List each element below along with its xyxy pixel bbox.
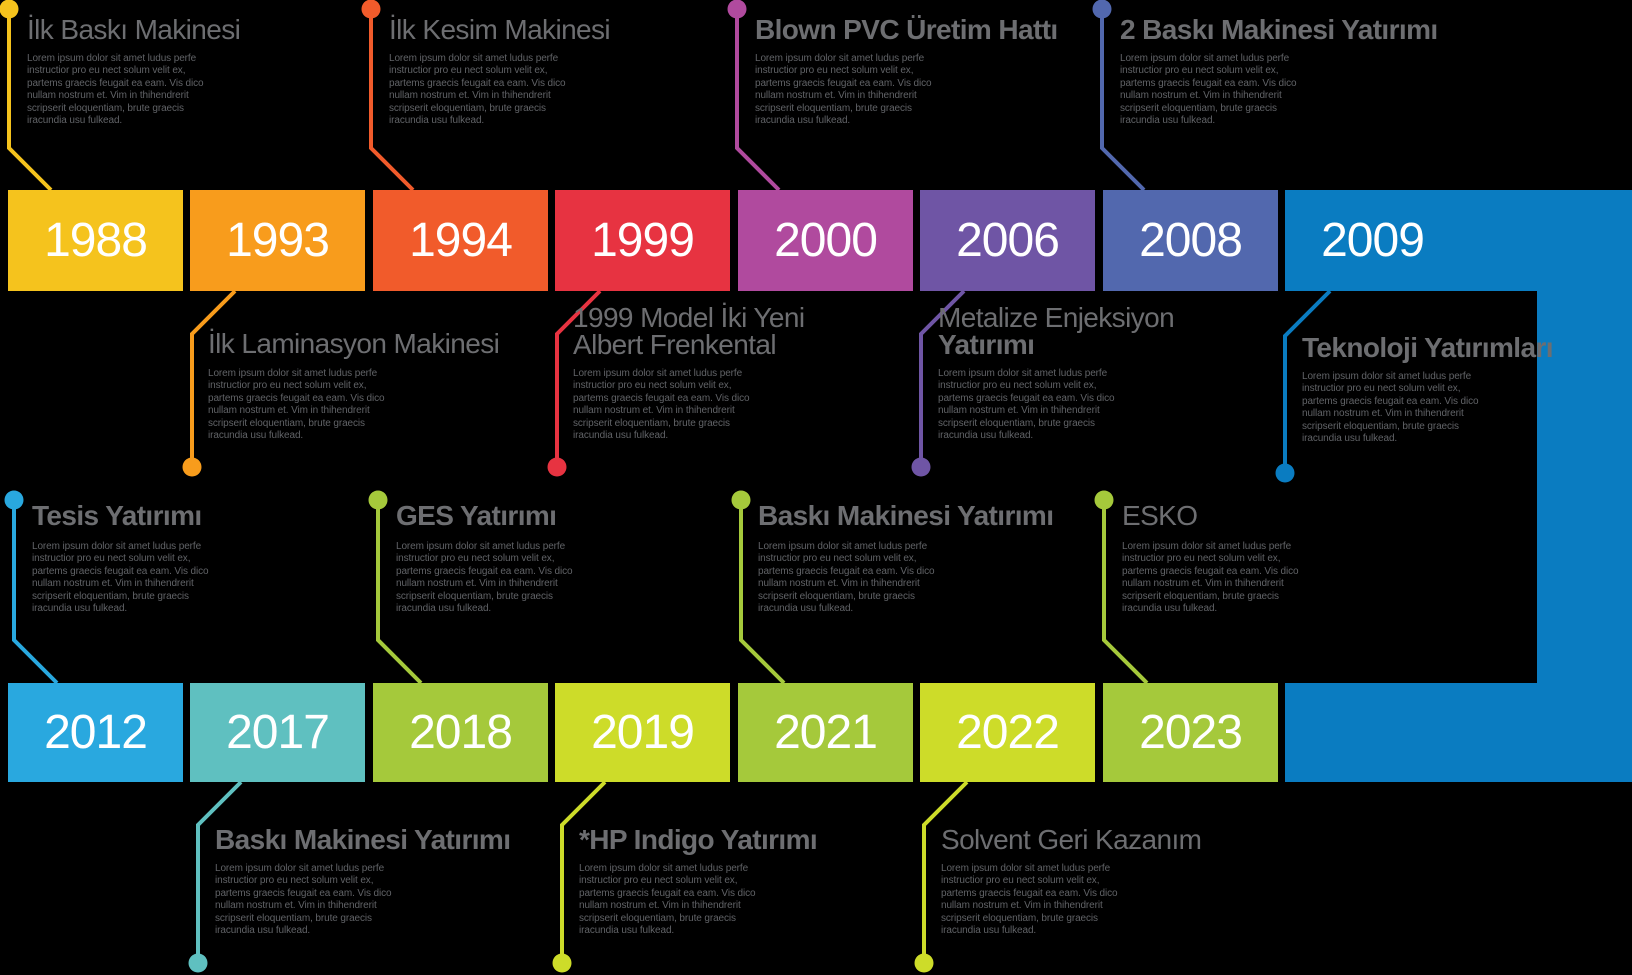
year-block-2012: 2012	[8, 683, 183, 782]
milestone-title-2006-line2: Yatırımı	[938, 329, 1035, 360]
year-block-2019: 2019	[555, 683, 730, 782]
milestone-body-2006: Lorem ipsum dolor sit amet ludus perfe i…	[938, 368, 1115, 442]
milestone-title-2008: 2 Baskı Makinesi Yatırımı	[1120, 14, 1438, 45]
milestone-title-1999-line2: Albert Frenkental	[573, 329, 777, 360]
dot-2017	[188, 953, 208, 973]
milestone-title-1993: İlk Laminasyon Makinesi	[208, 328, 500, 359]
dot-2023	[1094, 490, 1114, 510]
dot-1999	[547, 457, 567, 477]
milestone-title-2012: Tesis Yatırımı	[32, 500, 202, 531]
year-label-1999: 1999	[591, 213, 695, 267]
milestone-title-2000: Blown PVC Üretim Hattı	[755, 14, 1058, 45]
year-block-2017: 2017	[190, 683, 365, 782]
year-label-2022: 2022	[956, 705, 1060, 759]
year-label-2008: 2008	[1139, 213, 1243, 267]
dot-2019	[552, 953, 572, 973]
year-label-1994: 1994	[409, 213, 513, 267]
dot-2006	[911, 457, 931, 477]
year-label-1993: 1993	[226, 213, 330, 267]
year-label-1988: 1988	[44, 213, 148, 267]
milestone-title-2006-line1: Metalize Enjeksiyon	[938, 302, 1175, 333]
milestone-title-2018: GES Yatırımı	[396, 500, 557, 531]
year-label-2021: 2021	[774, 705, 878, 759]
year-label-2012: 2012	[44, 705, 148, 759]
milestone-body-2000: Lorem ipsum dolor sit amet ludus perfe i…	[755, 53, 932, 127]
year-block-2021: 2021	[738, 683, 913, 782]
milestone-body-2017: Lorem ipsum dolor sit amet ludus perfe i…	[215, 863, 392, 937]
dot-2018	[368, 490, 388, 510]
milestone-title-2006: Metalize Enjeksiyon Yatırımı	[938, 302, 1175, 360]
milestone-body-2019: Lorem ipsum dolor sit amet ludus perfe i…	[579, 863, 756, 937]
milestone-body-2008: Lorem ipsum dolor sit amet ludus perfe i…	[1120, 53, 1297, 127]
milestone-body-2023: Lorem ipsum dolor sit amet ludus perfe i…	[1122, 541, 1299, 615]
year-block-1999: 1999	[555, 190, 730, 291]
milestone-body-1994: Lorem ipsum dolor sit amet ludus perfe i…	[389, 53, 566, 127]
year-block-1988: 1988	[8, 190, 183, 291]
dot-2009	[1275, 463, 1295, 483]
year-label-2000: 2000	[774, 213, 878, 267]
dot-2012	[4, 490, 24, 510]
year-label-2006: 2006	[956, 213, 1060, 267]
milestone-body-1988: Lorem ipsum dolor sit amet ludus perfe i…	[27, 53, 204, 127]
year-label-2017: 2017	[226, 705, 330, 759]
milestone-body-2018: Lorem ipsum dolor sit amet ludus perfe i…	[396, 541, 573, 615]
milestone-body-2009: Lorem ipsum dolor sit amet ludus perfe i…	[1302, 371, 1479, 445]
milestone-body-2021: Lorem ipsum dolor sit amet ludus perfe i…	[758, 541, 935, 615]
milestone-body-2012: Lorem ipsum dolor sit amet ludus perfe i…	[32, 541, 209, 615]
dot-1993	[182, 457, 202, 477]
dot-2008	[1092, 0, 1112, 19]
dot-2021	[731, 490, 751, 510]
dot-2000	[727, 0, 747, 19]
milestone-title-1999-line1: 1999 Model İki Yeni	[573, 302, 805, 333]
blue-right-column	[1537, 291, 1632, 683]
blue-bottom-band-extension	[1285, 683, 1632, 782]
milestone-title-2019: *HP Indigo Yatırımı	[579, 824, 818, 855]
year-block-1994: 1994	[373, 190, 548, 291]
year-block-2000: 2000	[738, 190, 913, 291]
milestone-title-2009: Teknoloji Yatırımları	[1302, 332, 1554, 363]
year-label-2023: 2023	[1139, 705, 1243, 759]
milestone-title-2017: Baskı Makinesi Yatırımı	[215, 824, 511, 855]
milestone-body-1999: Lorem ipsum dolor sit amet ludus perfe i…	[573, 368, 750, 442]
year-block-1993: 1993	[190, 190, 365, 291]
year-block-2022: 2022	[920, 683, 1095, 782]
dot-1988	[0, 0, 19, 19]
dot-2022	[914, 953, 934, 973]
year-label-2018: 2018	[409, 705, 513, 759]
milestone-title-2023: ESKO	[1122, 500, 1198, 531]
year-block-2008: 2008	[1103, 190, 1278, 291]
milestone-title-1994: İlk Kesim Makinesi	[389, 14, 611, 45]
year-block-2018: 2018	[373, 683, 548, 782]
year-block-2006: 2006	[920, 190, 1095, 291]
milestone-title-1988: İlk Baskı Makinesi	[27, 14, 241, 45]
year-block-2023: 2023	[1103, 683, 1278, 782]
dot-1994	[361, 0, 381, 19]
year-label-2019: 2019	[591, 705, 695, 759]
year-block-2009: 2009	[1285, 190, 1632, 291]
milestone-title-2022: Solvent Geri Kazanım	[941, 824, 1202, 855]
year-label-2009: 2009	[1321, 213, 1425, 267]
milestone-body-1993: Lorem ipsum dolor sit amet ludus perfe i…	[208, 368, 385, 442]
milestone-body-2022: Lorem ipsum dolor sit amet ludus perfe i…	[941, 863, 1118, 937]
milestone-title-1999: 1999 Model İki Yeni Albert Frenkental	[573, 302, 805, 360]
milestone-title-2021: Baskı Makinesi Yatırımı	[758, 500, 1054, 531]
